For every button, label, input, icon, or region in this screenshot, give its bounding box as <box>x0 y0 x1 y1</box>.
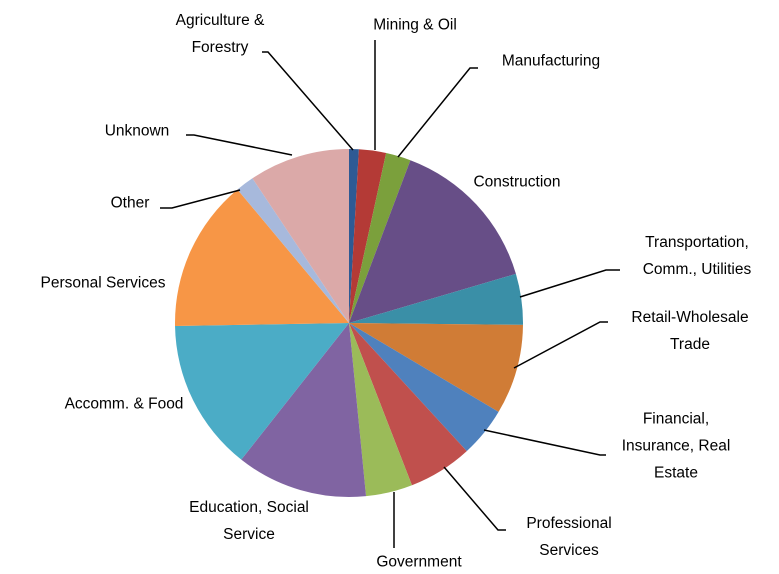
pie-slice <box>349 160 516 323</box>
pie-slice <box>252 149 349 323</box>
leader-line <box>519 269 620 298</box>
slice-label: Personal Services <box>40 274 166 292</box>
pie-slice <box>174 189 349 327</box>
leader-line <box>397 67 478 158</box>
leader-line <box>443 466 506 531</box>
slice-label: Accomm. & Food <box>64 395 184 413</box>
leader-line <box>160 189 241 209</box>
leader-line <box>483 429 606 456</box>
slice-label: Other <box>110 194 150 212</box>
pie-slice <box>237 178 349 323</box>
pie-slice <box>349 273 523 325</box>
pie-slice <box>349 149 359 323</box>
pie-slice <box>175 323 349 460</box>
pie-slice <box>241 323 367 497</box>
pie-slice <box>349 323 467 486</box>
slice-label: Education, Social Service <box>189 499 309 543</box>
slice-label: Agriculture & Forestry <box>175 12 265 56</box>
leader-line <box>513 321 608 369</box>
slice-label: Transportation, Comm., Utilities <box>642 234 752 278</box>
pie-slice <box>349 153 411 323</box>
slice-label: Unknown <box>104 122 170 140</box>
slice-label: Retail-Wholesale Trade <box>631 309 749 353</box>
slice-label: Professional Services <box>526 515 612 559</box>
slice-label: Financial, Insurance, Real Estate <box>621 410 731 482</box>
slice-label: Government <box>376 553 462 571</box>
leader-line <box>186 134 293 156</box>
pie-slice <box>349 323 523 412</box>
pie-slice <box>349 323 499 452</box>
slice-label: Construction <box>473 173 561 191</box>
pie-slice <box>349 149 387 323</box>
slice-label: Manufacturing <box>501 52 601 70</box>
pie-slice <box>349 323 412 497</box>
slice-label: Mining & Oil <box>373 16 457 34</box>
leader-line <box>262 51 354 151</box>
